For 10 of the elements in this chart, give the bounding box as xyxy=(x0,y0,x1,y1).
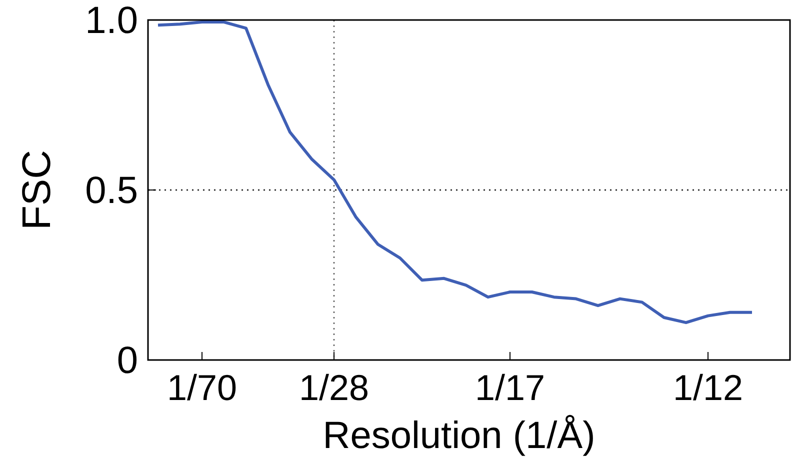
y-tick-label: 0 xyxy=(116,340,138,382)
y-tick-label: 0.5 xyxy=(85,170,138,212)
x-tick-label: 1/28 xyxy=(298,367,370,408)
y-axis-title: FSC xyxy=(15,150,59,230)
x-tick-label: 1/12 xyxy=(672,367,744,408)
x-axis-title: Resolution (1/Å) xyxy=(322,414,596,457)
x-tick-label: 1/70 xyxy=(166,367,238,408)
line-series xyxy=(156,20,754,324)
x-tick-label: 1/17 xyxy=(474,367,546,408)
y-tick-label: 1.0 xyxy=(85,0,138,42)
